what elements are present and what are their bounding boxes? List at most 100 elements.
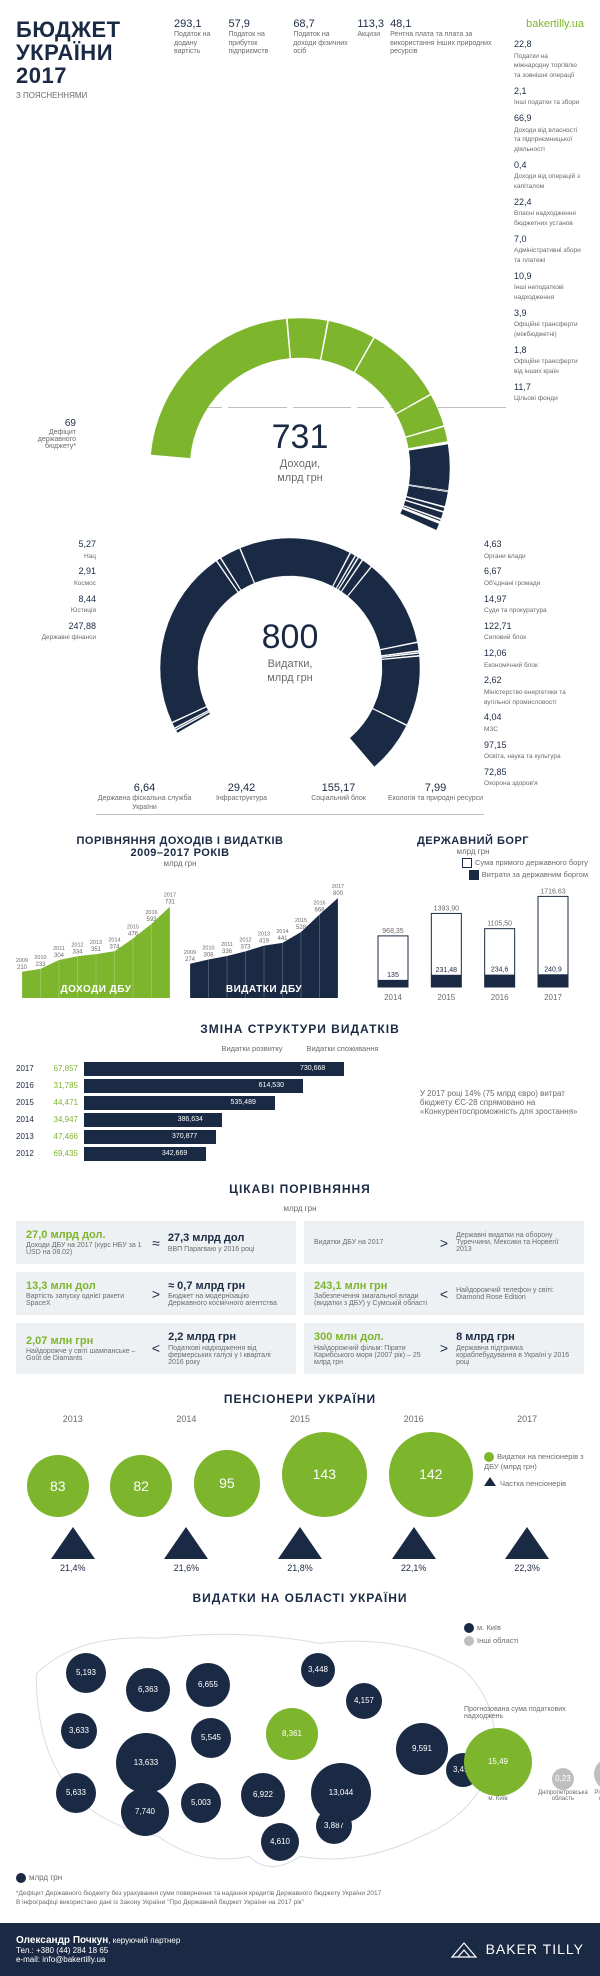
pension-triangle: 21,4% (51, 1527, 95, 1573)
list-item: 6,67Об'єднані громади (484, 565, 584, 588)
svg-text:2017: 2017 (332, 884, 344, 890)
svg-text:476: 476 (128, 931, 139, 937)
expense-left-list: 5,27Нац2,91Космос8,44Юстиція247,88Держав… (16, 538, 96, 815)
svg-text:2016: 2016 (145, 910, 157, 916)
svg-text:2012: 2012 (239, 937, 251, 943)
expense-callout: 155,17Соціальний блок (290, 782, 387, 815)
expense-callout: 6,64Державна фіскальна служба України (96, 782, 193, 815)
comparison-card: 13,3 млн долВартість запуску однієї раке… (16, 1272, 296, 1315)
svg-text:ВИДАТКИ ДБУ: ВИДАТКИ ДБУ (226, 984, 302, 995)
svg-text:441: 441 (277, 936, 288, 942)
list-item: 22,4Власні надходження бюджетних установ (514, 196, 584, 229)
svg-text:234,6: 234,6 (491, 967, 509, 974)
structure-row: 201544,471535,489 (16, 1096, 410, 1110)
list-item: 22,8Податки на міжнародну торгівлю та зо… (514, 38, 584, 81)
region-bubble: 5,003 (181, 1783, 221, 1823)
region-bubble: 3,448 (301, 1653, 335, 1687)
pension-triangles: 21,4%21,6%21,8%22,1%22,3% (16, 1527, 584, 1573)
svg-text:731: 731 (165, 900, 176, 906)
pension-bubble: 95 (194, 1450, 261, 1517)
region-bubble: 5,633 (56, 1773, 96, 1813)
structure-row: 201347,466370,877 (16, 1130, 410, 1144)
region-bubble: 6,655 (186, 1663, 230, 1707)
svg-text:2017: 2017 (164, 893, 176, 899)
structure-row: 201631,785614,530 (16, 1079, 410, 1093)
comparison-unit: млрд грн (16, 859, 344, 868)
pension-title: ПЕНСІОНЕРИ УКРАЇНИ (16, 1392, 584, 1406)
list-item: 2,62Міністерство енергетики та вугільної… (484, 674, 584, 707)
subtitle: З ПОЯСНЕННЯМИ (16, 91, 166, 100)
svg-text:2014: 2014 (276, 929, 288, 935)
expense-bottom-callouts: 6,64Державна фіскальна служба України29,… (96, 782, 484, 815)
pension-bubble: 83 (27, 1455, 89, 1517)
comparison-card: 2,07 млн грнНайдорожче у світі шампанськ… (16, 1323, 296, 1373)
debt-bar-chart: 968,3513520141393,90231,4820151105,50234… (358, 882, 588, 1002)
svg-text:ДОХОДИ ДБУ: ДОХОДИ ДБУ (61, 984, 132, 995)
svg-text:2013: 2013 (258, 932, 270, 938)
regions-unit: млрд грн (16, 1873, 62, 1883)
income-area-chart: 2102009233201030420113342012351201337420… (16, 874, 176, 1004)
debt-legend: Сума прямого державного боргуВитрати за … (358, 858, 588, 880)
expense-donut-section: 5,27Нац2,91Космос8,44Юстиція247,88Держав… (16, 538, 584, 815)
title-line-2: УКРАЇНИ (16, 40, 113, 65)
svg-text:233: 233 (35, 962, 46, 968)
list-item: 7,0Адміністративні збори та платежі (514, 233, 584, 266)
title-line-3: 2017 (16, 63, 67, 88)
structure-row: 201434,947386,634 (16, 1113, 410, 1127)
svg-text:1716,63: 1716,63 (540, 888, 565, 895)
pension-triangle: 21,6% (164, 1527, 208, 1573)
list-item: 2,91Космос (16, 565, 96, 588)
region-bubble: 13,633 (116, 1733, 176, 1793)
structure-title: ЗМІНА СТРУКТУРИ ВИДАТКІВ (16, 1022, 584, 1036)
svg-text:2010: 2010 (34, 955, 46, 961)
list-item: 5,27Нац (16, 538, 96, 561)
list-item: 72,85Охорона здоров'я (484, 766, 584, 789)
list-item: 4,04МЗС (484, 711, 584, 734)
comparison-cards: 27,0 млрд дол.Доходи ДБУ на 2017 (курс Н… (16, 1221, 584, 1374)
pension-triangle: 22,3% (505, 1527, 549, 1573)
income-donut-chart: ПОДАТКОВІ НАДХОДЖЕННЯ НЕПОДАТКОВІ (90, 268, 510, 528)
region-bubble: 13,044 (311, 1763, 371, 1823)
region-bubble: 5,193 (66, 1653, 106, 1693)
comparison-card: Видатки ДБУ на 2017>Державні видатки на … (304, 1221, 584, 1264)
expense-label: Видатки, млрд грн (96, 657, 484, 686)
svg-text:2015: 2015 (437, 993, 455, 1002)
svg-text:2014: 2014 (108, 937, 120, 943)
region-bubble: 6,922 (241, 1773, 285, 1817)
svg-text:2009: 2009 (184, 950, 196, 956)
structure-note: У 2017 році 14% (75 млрд євро) витрат бю… (420, 1059, 584, 1164)
svg-text:274: 274 (185, 957, 196, 963)
list-item: 12,06Економічний блок (484, 647, 584, 670)
svg-text:135: 135 (387, 972, 399, 979)
region-bubble: 4,610 (261, 1823, 299, 1861)
svg-text:2016: 2016 (491, 993, 509, 1002)
pension-bubble: 142 (389, 1432, 474, 1517)
list-item: 66,9Доходи від власності та підприємниць… (514, 112, 584, 155)
list-item: 4,63Органи влади (484, 538, 584, 561)
regions-title: ВИДАТКИ НА ОБЛАСТІ УКРАЇНИ (16, 1591, 584, 1605)
svg-text:2015: 2015 (295, 918, 307, 924)
pension-years: 20132014201520162017 (16, 1414, 584, 1424)
svg-text:334: 334 (72, 949, 83, 955)
regions-map: 5,1936,3636,6553,63313,6335,6337,7405,54… (16, 1613, 584, 1883)
svg-text:668: 668 (314, 907, 325, 913)
svg-text:373: 373 (240, 944, 251, 950)
title-line-1: БЮДЖЕТ (16, 17, 121, 42)
svg-text:231,48: 231,48 (436, 967, 458, 974)
expense-callout: 7,99Екологія та природні ресурси (387, 782, 484, 815)
svg-text:2013: 2013 (90, 940, 102, 946)
footer: Олександр Почкун, керуючий партнер Тел.:… (0, 1923, 600, 1976)
region-bubble: 6,363 (126, 1668, 170, 1712)
list-item: 2,1Інші податки та збори (514, 85, 584, 108)
region-bubble: 7,740 (121, 1788, 169, 1836)
list-item: 0,4Доходи від операцій з капіталом (514, 159, 584, 192)
income-label: Доходи, млрд грн (16, 457, 584, 486)
debt-unit: млрд грн (358, 847, 588, 856)
list-item: 247,88Державні фінанси (16, 620, 96, 643)
list-item: 14,97Суди та прокуратура (484, 593, 584, 616)
region-bubble: 4,157 (346, 1683, 382, 1719)
svg-text:1393,90: 1393,90 (434, 905, 459, 912)
logo-icon (450, 1939, 478, 1959)
expense-right-list: 4,63Органи влади 6,67Об'єднані громади 14,… (484, 538, 584, 815)
svg-text:419: 419 (259, 939, 270, 945)
